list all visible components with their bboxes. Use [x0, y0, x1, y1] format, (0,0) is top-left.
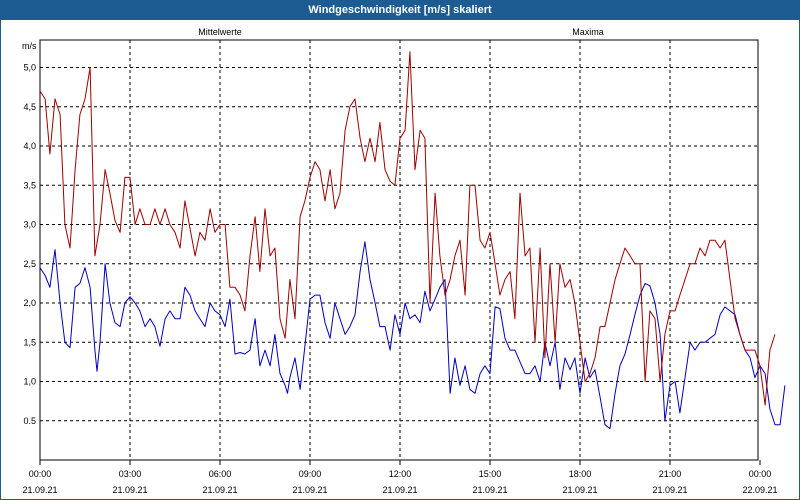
y-tick-label: 1,0: [23, 377, 36, 387]
x-tick-time-label: 15:00: [479, 469, 502, 479]
x-tick-date-label: 21.09.21: [202, 485, 237, 495]
y-tick-label: 4,5: [23, 102, 36, 112]
grid-layer: [40, 40, 758, 460]
x-tick-date-label: 21.09.21: [562, 485, 597, 495]
x-tick-time-label: 12:00: [389, 469, 412, 479]
x-tick-time-label: 21:00: [659, 469, 682, 479]
y-tick-label: 3,0: [23, 220, 36, 230]
y-tick-label: 2,5: [23, 259, 36, 269]
x-tick-time-label: 03:00: [119, 469, 142, 479]
series-line-mittelwerte: [39, 241, 786, 430]
label-layer: 0.5 1,0 1,5 2,0 2,5 3,0 3,5 4,0 4,5 5,0 00:00 21.09…: [22, 27, 778, 495]
x-tick-date-label: 21.09.21: [382, 485, 417, 495]
y-tick-label: 5,0: [23, 63, 36, 73]
legend-mittelwerte: Mittelwerte: [198, 27, 242, 37]
x-tick-time-label: 09:00: [299, 469, 322, 479]
y-tick-label: 1,5: [23, 337, 36, 347]
x-tick-date-label: 21.09.21: [22, 485, 57, 495]
y-tick-label: 3,5: [23, 180, 36, 190]
series-layer: [39, 51, 786, 430]
x-tick-date-label: 21.09.21: [292, 485, 327, 495]
x-tick-date-label: 21.09.21: [472, 485, 507, 495]
window-title-bar: Windgeschwindigkeit [m/s] skaliert: [0, 0, 800, 20]
x-tick-date-label: 21.09.21: [652, 485, 687, 495]
x-tick-time-label: 18:00: [569, 469, 592, 479]
legend-maxima: Maxima: [572, 27, 604, 37]
axis-layer: [39, 39, 761, 465]
x-tick-time-label: 00:00: [29, 469, 52, 479]
y-axis-unit-label: m/s: [22, 41, 37, 51]
y-tick-label: 0.5: [23, 416, 36, 426]
x-tick-date-label: 22.09.21: [742, 485, 777, 495]
y-tick-label: 4,0: [23, 141, 36, 151]
x-tick-date-label: 21.09.21: [112, 485, 147, 495]
series-line-maxima: [39, 51, 776, 406]
x-tick-time-label: 06:00: [209, 469, 232, 479]
window-title: Windgeschwindigkeit [m/s] skaliert: [308, 4, 492, 16]
y-tick-label: 2,0: [23, 298, 36, 308]
x-tick-time-label: 00:00: [749, 469, 772, 479]
plot-area-border: [39, 39, 759, 461]
